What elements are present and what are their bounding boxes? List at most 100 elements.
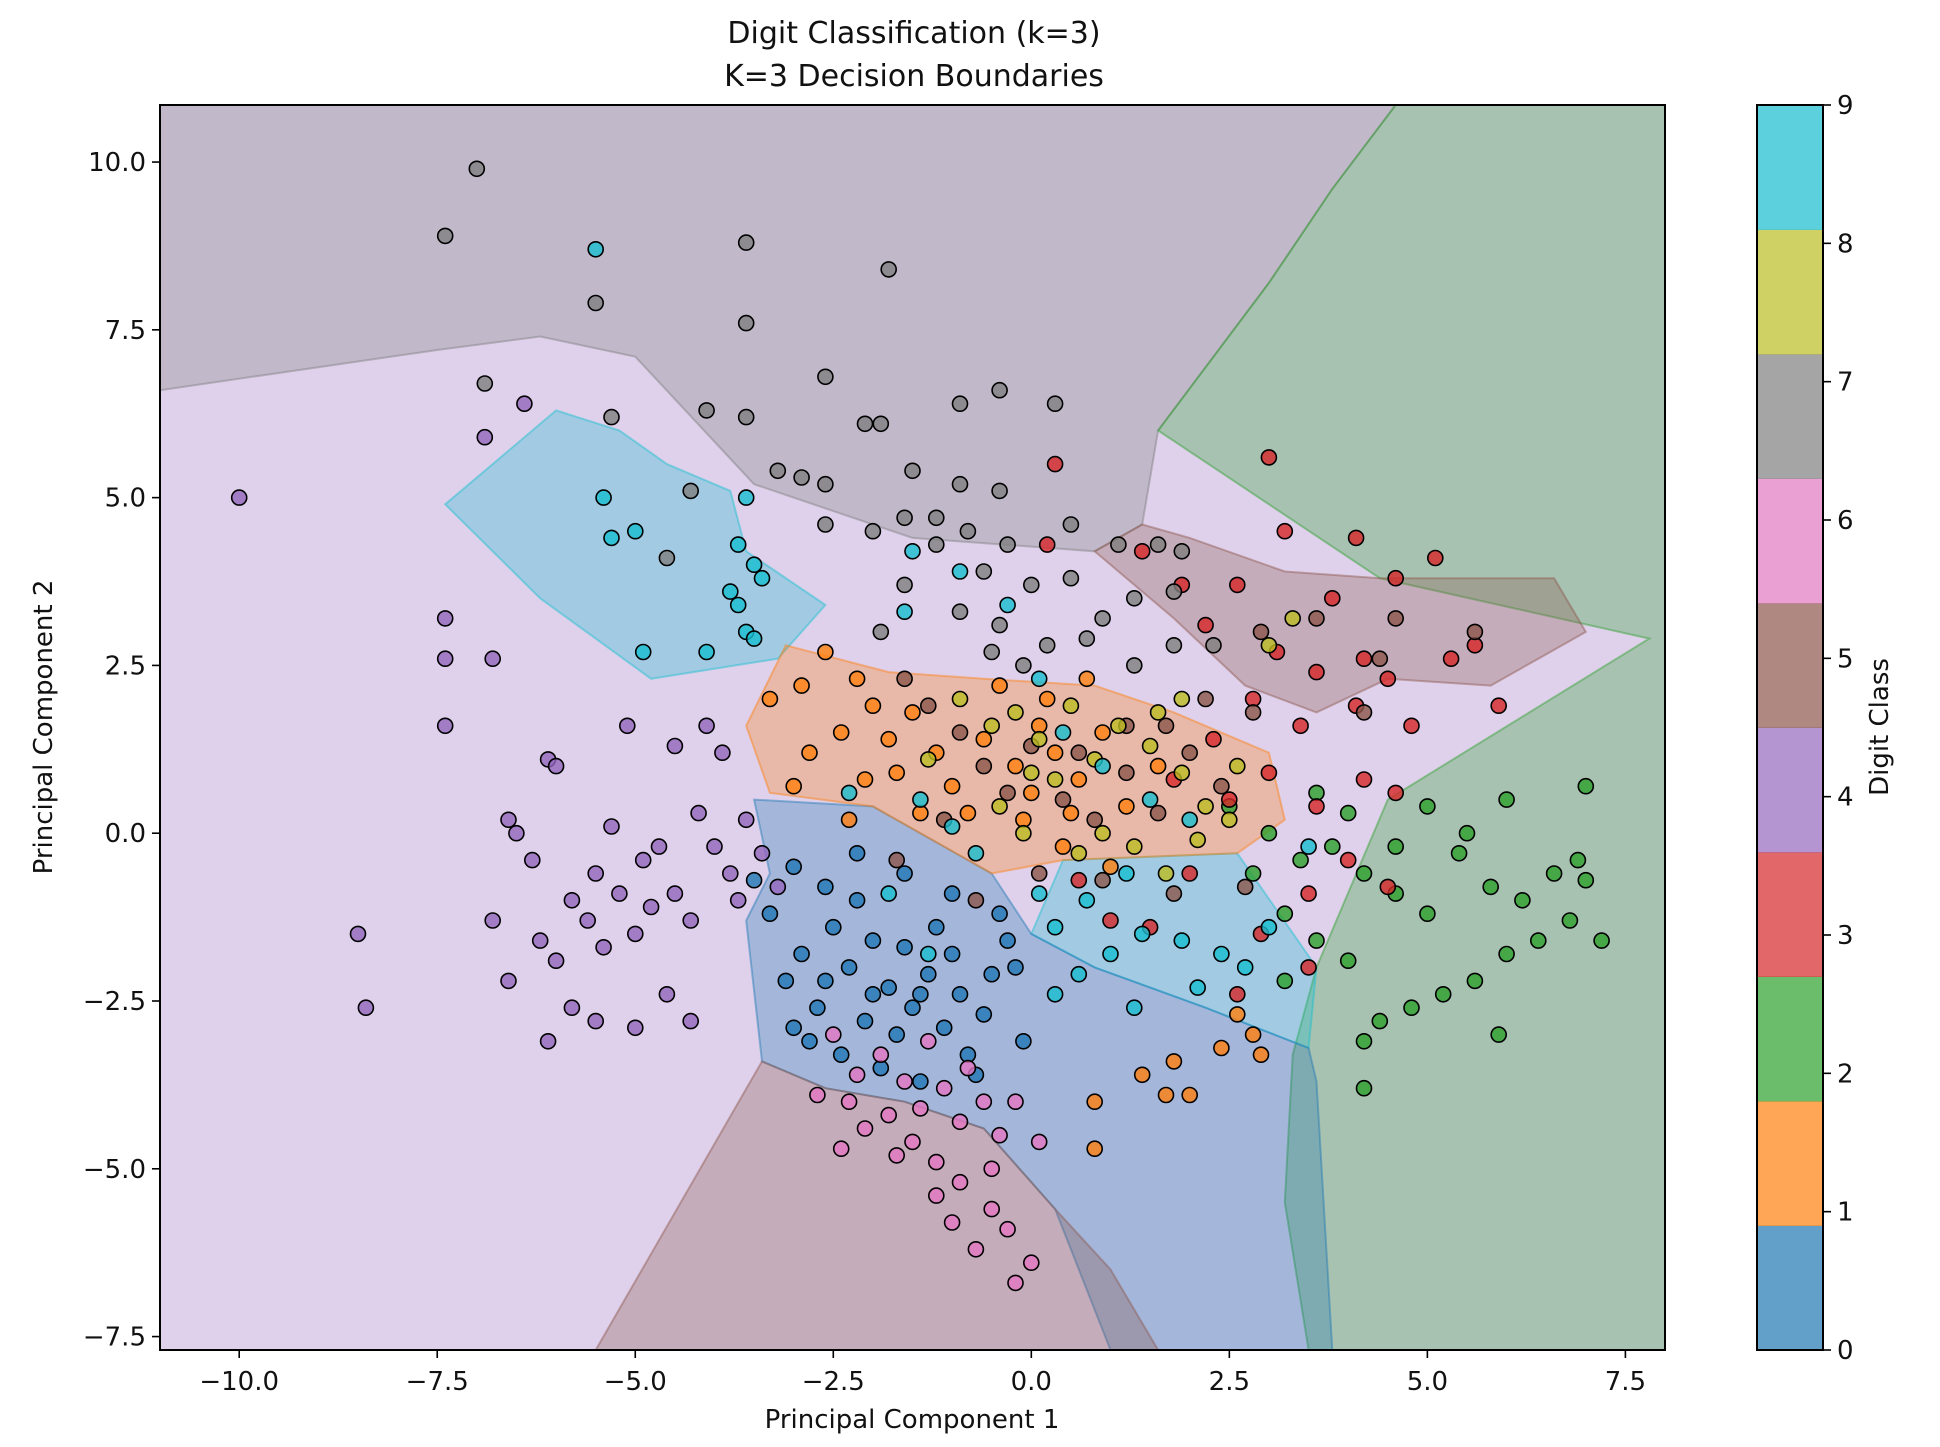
data-point-class-4 <box>547 757 565 775</box>
data-point-class-2 <box>1403 999 1420 1017</box>
data-point-class-2 <box>1308 932 1325 949</box>
data-point-class-0 <box>896 938 913 956</box>
data-point-class-4 <box>595 938 612 956</box>
data-point-class-9 <box>1213 945 1230 963</box>
data-point-class-8 <box>1094 824 1111 842</box>
data-point-class-9 <box>1046 985 1064 1003</box>
data-point-class-4 <box>721 865 739 882</box>
data-point-class-9 <box>1141 791 1159 808</box>
y-tick-label: −2.5 <box>83 987 146 1017</box>
colorbar: 0 1 2 3 4 5 6 7 8 9 <box>1756 91 1854 1366</box>
data-point-class-9 <box>729 596 747 614</box>
chart-subtitle: K=3 Decision Boundaries <box>724 59 1104 94</box>
data-point-class-0 <box>785 1019 803 1037</box>
data-point-class-9 <box>912 791 929 808</box>
data-point-class-0 <box>848 891 866 909</box>
data-point-class-5 <box>1157 717 1175 735</box>
x-axis-label: Principal Component 1 <box>765 1405 1060 1435</box>
data-point-class-0 <box>848 844 866 862</box>
data-point-class-7 <box>880 261 898 278</box>
decision-region-9 <box>443 409 827 680</box>
data-point-class-4 <box>436 610 454 627</box>
chart-title: Digit Classification (k=3) <box>727 16 1100 51</box>
data-point-class-3 <box>1181 865 1198 882</box>
x-axis-ticks: −10.0 −7.5 −5.0 −2.5 0.0 2.5 5.0 7.5 <box>199 1350 1646 1397</box>
data-point-class-2 <box>1419 905 1436 923</box>
data-point-class-0 <box>983 965 1001 983</box>
data-point-class-9 <box>904 542 921 560</box>
data-point-class-1 <box>1181 1086 1198 1104</box>
data-point-class-1 <box>1062 804 1080 822</box>
data-point-class-1 <box>848 670 866 688</box>
data-point-class-3 <box>1355 650 1373 668</box>
x-tick-label: 7.5 <box>1605 1367 1646 1397</box>
data-point-class-2 <box>1339 952 1357 970</box>
colorbar-segment-3 <box>1757 852 1823 977</box>
data-point-class-9 <box>603 529 620 547</box>
data-point-class-7 <box>951 475 969 493</box>
data-point-class-5 <box>1070 744 1088 762</box>
data-point-class-4 <box>753 844 771 862</box>
data-point-class-2 <box>1514 891 1531 909</box>
data-point-class-1 <box>1213 1039 1230 1057</box>
data-point-class-1 <box>1078 670 1096 688</box>
data-point-class-5 <box>1054 791 1072 808</box>
data-point-class-5 <box>1086 811 1103 829</box>
data-point-class-0 <box>943 945 961 963</box>
data-point-class-4 <box>436 650 454 668</box>
data-point-class-1 <box>1133 1066 1151 1084</box>
data-point-class-0 <box>975 1006 993 1023</box>
data-point-class-8 <box>1157 865 1175 882</box>
data-point-class-0 <box>761 905 779 923</box>
data-point-class-7 <box>1062 569 1080 587</box>
data-point-class-0 <box>904 999 921 1017</box>
data-point-class-4 <box>539 1033 557 1050</box>
data-point-class-6 <box>991 1126 1008 1144</box>
x-tick-label: −7.5 <box>406 1367 469 1397</box>
data-point-class-4 <box>698 717 715 735</box>
data-point-class-8 <box>1260 636 1278 654</box>
data-point-class-5 <box>999 784 1016 802</box>
data-point-class-9 <box>698 643 715 661</box>
data-point-class-9 <box>745 630 763 647</box>
data-point-class-7 <box>1078 630 1096 647</box>
data-point-class-8 <box>1197 798 1214 815</box>
data-point-class-0 <box>888 1026 906 1043</box>
data-point-class-6 <box>999 1220 1016 1238</box>
data-point-class-9 <box>1126 999 1143 1017</box>
data-point-class-7 <box>1205 636 1222 654</box>
data-point-class-4 <box>436 717 454 735</box>
data-point-class-0 <box>745 871 763 889</box>
data-point-class-4 <box>690 804 707 822</box>
data-point-class-7 <box>1126 657 1143 674</box>
colorbar-tick-label: 3 <box>1837 921 1854 951</box>
data-point-class-7 <box>927 536 945 553</box>
data-point-class-3 <box>1387 784 1404 802</box>
data-point-class-6 <box>935 1079 953 1097</box>
colorbar-tick-label: 7 <box>1837 368 1854 398</box>
colorbar-segment-8 <box>1757 229 1823 355</box>
data-point-class-2 <box>1577 871 1595 889</box>
data-point-class-4 <box>666 737 684 755</box>
data-point-class-2 <box>1530 932 1547 949</box>
data-point-class-9 <box>1260 918 1278 936</box>
data-point-class-2 <box>1577 777 1595 795</box>
data-point-class-8 <box>1284 610 1301 627</box>
data-point-class-6 <box>983 1160 1001 1178</box>
data-point-class-6 <box>912 1100 929 1117</box>
data-point-class-0 <box>817 972 834 990</box>
data-point-class-2 <box>1355 1079 1373 1097</box>
data-point-class-5 <box>1165 885 1183 902</box>
data-point-class-7 <box>951 603 969 621</box>
data-point-class-9 <box>1118 865 1135 882</box>
data-point-class-0 <box>999 932 1016 949</box>
data-point-class-4 <box>682 1012 700 1030</box>
data-point-class-4 <box>500 811 517 829</box>
data-point-class-7 <box>793 469 810 486</box>
y-tick-label: −7.5 <box>83 1323 146 1353</box>
data-point-class-3 <box>1403 717 1420 735</box>
data-point-class-8 <box>1030 730 1048 748</box>
data-point-class-3 <box>1347 529 1365 547</box>
data-point-class-7 <box>436 227 454 245</box>
y-axis-label: Principal Component 2 <box>29 580 59 875</box>
